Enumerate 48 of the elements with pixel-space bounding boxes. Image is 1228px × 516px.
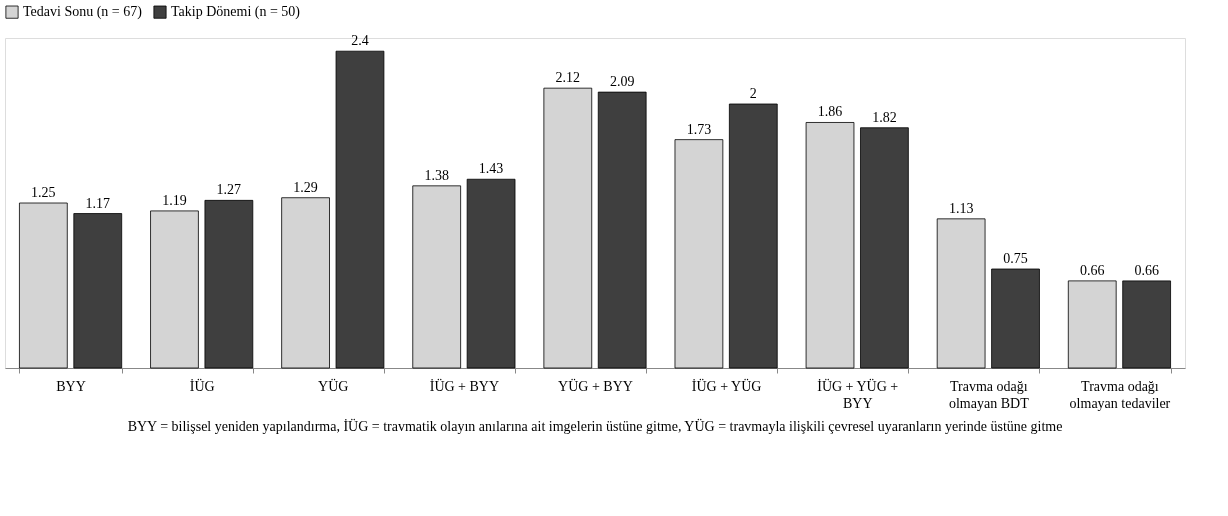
legend-label: Tedavi Sonu (n = 67)	[23, 4, 143, 21]
data-label: 1.13	[948, 200, 974, 216]
bar	[805, 122, 855, 369]
data-label: 1.17	[85, 195, 110, 211]
legend-label: Takip Dönemi (n = 50)	[171, 4, 301, 21]
data-label: 1.38	[424, 167, 449, 183]
bar	[412, 185, 462, 369]
data-label: 2.09	[609, 74, 635, 90]
x-tick-label: YÜG + BYY	[558, 377, 633, 394]
bar	[936, 218, 986, 369]
data-label: 2.12	[555, 70, 581, 86]
x-tick-label: İÜG + BYY	[429, 377, 500, 394]
x-tick-label: YÜG	[318, 377, 349, 394]
bar	[150, 210, 199, 369]
data-label: 0.75	[1003, 251, 1028, 266]
data-label: 0.66	[1080, 262, 1105, 278]
x-tick-label: İÜG + YÜG + BYY	[817, 377, 899, 411]
bar	[1122, 280, 1171, 369]
data-label: 0.66	[1134, 262, 1159, 278]
data-label: 1.19	[162, 192, 187, 208]
bar	[19, 202, 68, 369]
data-label: 2.4	[351, 33, 369, 49]
bar	[335, 50, 385, 369]
data-label: 1.25	[31, 185, 56, 200]
bar	[543, 87, 593, 369]
bar	[991, 268, 1040, 369]
bar	[728, 103, 778, 369]
data-label: 1.29	[293, 179, 318, 195]
bar	[860, 127, 909, 369]
bar	[73, 213, 123, 369]
x-tick-label: Travma odağı olmayan tedaviler	[1069, 378, 1171, 411]
x-tick-label: İÜG	[189, 377, 215, 394]
data-label: 1.73	[686, 121, 712, 137]
bar	[597, 91, 647, 369]
data-label: 2	[749, 86, 757, 101]
bar	[281, 197, 330, 369]
data-label: 1.27	[216, 182, 242, 198]
data-label: 1.86	[817, 104, 843, 120]
data-label: 1.82	[872, 109, 897, 125]
bar	[1067, 280, 1117, 369]
x-tick-label: İÜG + YÜG	[691, 377, 762, 394]
x-tick-label: BYY	[56, 378, 86, 394]
data-label: 1.43	[478, 161, 504, 177]
text: BYY = bilişsel yeniden yapılandırma, İÜG = travmatik olayın anılarına ait imgelerin üstüne gitme, YÜG = travmayla ilişkili çevresel uyaranların yerinde üstüne gitme	[127, 418, 1063, 434]
bar	[204, 199, 254, 369]
bar	[466, 178, 516, 369]
bar	[674, 139, 724, 369]
x-tick-label: Travma odağı olmayan BDT	[948, 378, 1030, 411]
